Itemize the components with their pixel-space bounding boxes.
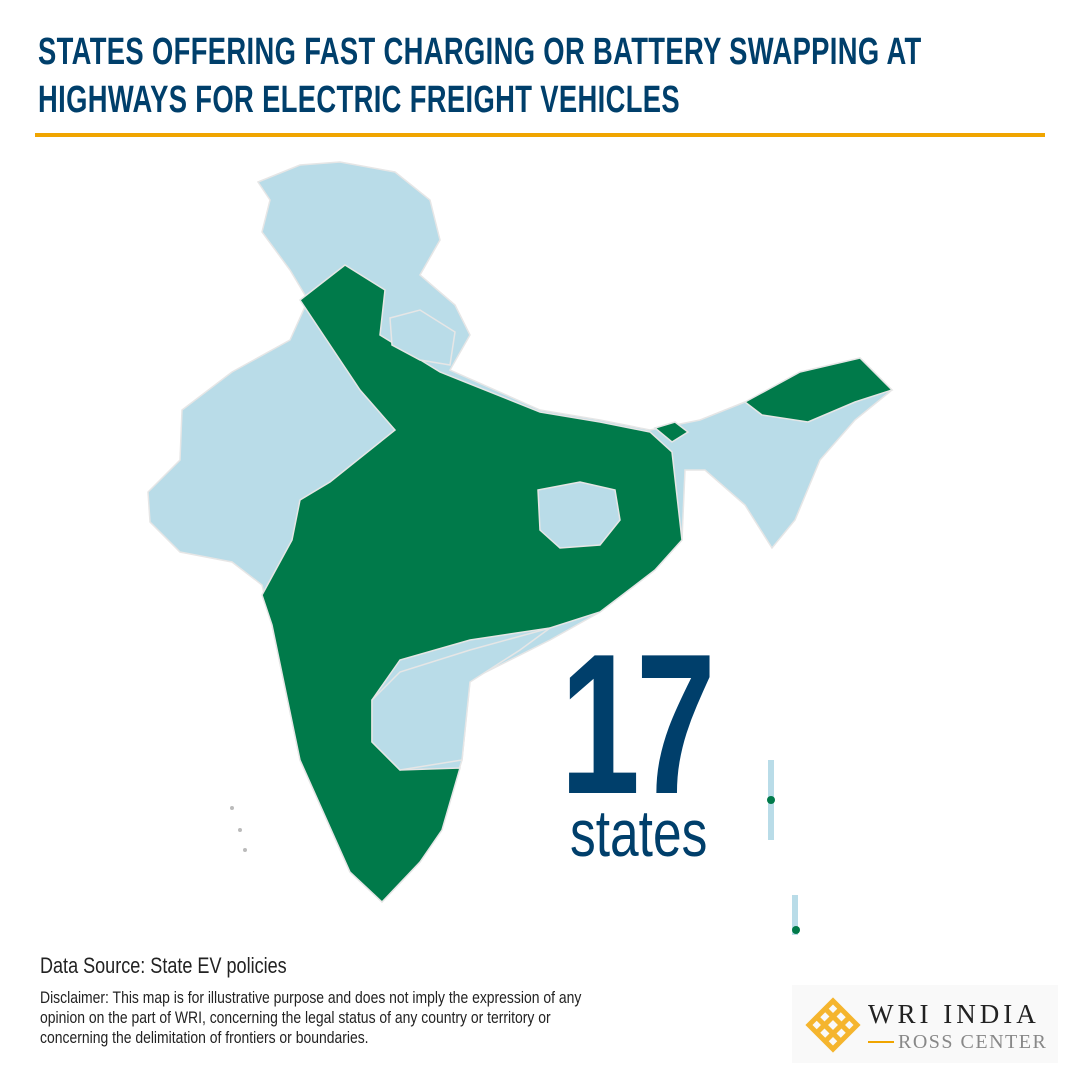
title-line-2: HIGHWAYS FOR ELECTRIC FREIGHT VEHICLES xyxy=(38,79,681,121)
state-count-unit: states xyxy=(570,796,708,870)
region-sikkim xyxy=(653,421,690,443)
disclaimer: Disclaimer: This map is for illustrative… xyxy=(40,988,582,1047)
region-arunachal xyxy=(743,357,894,423)
islands xyxy=(230,760,800,935)
region-andhra xyxy=(371,627,551,771)
state-count: 17 xyxy=(560,613,716,836)
data-source: Data Source: State EV policies xyxy=(40,953,287,978)
logo-line-1: WRI INDIA xyxy=(868,999,1040,1029)
logo-line-2: ROSS CENTER xyxy=(898,1031,1048,1053)
logo-dash xyxy=(868,1041,894,1043)
knot-logo-icon xyxy=(805,997,861,1053)
wri-india-logo: WRI INDIA ROSS CENTER xyxy=(792,985,1058,1063)
page-title: STATES OFFERING FAST CHARGING OR BATTERY… xyxy=(38,28,1046,124)
title-line-1: STATES OFFERING FAST CHARGING OR BATTERY… xyxy=(38,31,922,73)
title-divider xyxy=(35,133,1045,137)
region-jharkhand xyxy=(537,481,621,549)
region-uttarakhand xyxy=(389,309,456,366)
